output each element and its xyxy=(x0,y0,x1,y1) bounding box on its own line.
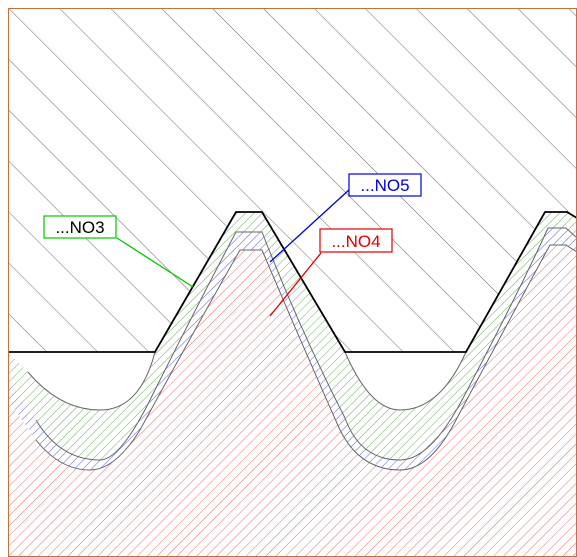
label-no3[interactable]: ...NO3 xyxy=(43,215,117,239)
label-no5-text: ...NO5 xyxy=(360,176,409,195)
leader-line-no5 xyxy=(269,188,351,263)
leader-line-no3 xyxy=(116,237,194,288)
red-body xyxy=(8,245,577,557)
blue-layer xyxy=(8,228,577,470)
label-no4[interactable]: ...NO4 xyxy=(319,228,393,253)
blue-layer-bottom-boundary xyxy=(35,244,577,471)
green-layer xyxy=(8,212,577,460)
label-no5[interactable]: ...NO5 xyxy=(348,173,422,197)
leader-line-no4 xyxy=(269,252,322,317)
blue-layer-top-boundary xyxy=(35,227,577,461)
green-layer-boundary xyxy=(27,351,467,411)
label-no3-text: ...NO3 xyxy=(55,218,104,237)
thread-outline xyxy=(8,211,577,353)
upper-body-hatch xyxy=(8,8,577,352)
label-no4-text: ...NO4 xyxy=(331,232,380,251)
